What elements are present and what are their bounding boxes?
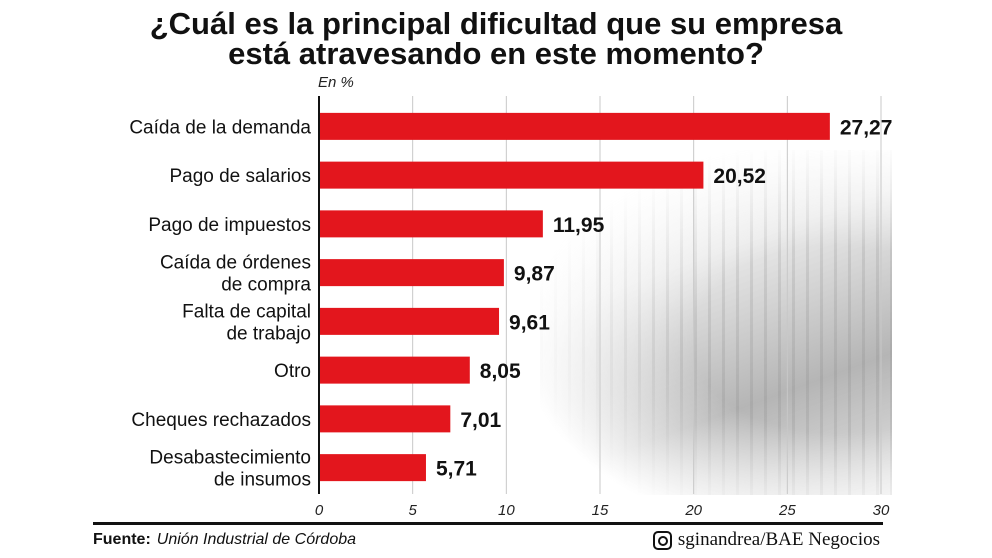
x-tick-label: 30 — [873, 502, 890, 519]
bar — [319, 210, 543, 238]
value-label: 8,05 — [480, 360, 521, 383]
bar — [319, 161, 704, 189]
chart-title-line-2: está atravesando en este momento? — [228, 36, 764, 71]
x-tick-label: 20 — [684, 502, 702, 519]
x-tick-label: 5 — [408, 502, 417, 519]
category-label: de trabajo — [226, 323, 311, 344]
category-label: Falta de capital — [182, 301, 311, 322]
category-label: Caída de la demanda — [129, 117, 311, 138]
value-label: 5,71 — [436, 458, 477, 481]
bar — [319, 259, 504, 287]
instagram-icon — [652, 530, 672, 550]
category-label: Cheques rechazados — [131, 410, 311, 431]
category-label: Pago de impuestos — [148, 215, 311, 236]
bar — [319, 112, 830, 140]
source-text: Unión Industrial de Córdoba — [156, 531, 357, 548]
background-street-photo — [540, 150, 892, 495]
x-tick-label: 10 — [498, 502, 515, 519]
category-label: de compra — [221, 275, 311, 296]
footer-divider — [93, 522, 883, 525]
bar — [319, 356, 470, 384]
value-label: 27,27 — [840, 116, 893, 139]
x-tick-label: 15 — [592, 502, 609, 519]
unit-label: En % — [318, 74, 354, 91]
category-label: Caída de órdenes — [160, 253, 311, 274]
value-label: 9,61 — [509, 311, 550, 334]
source-label: Fuente: — [93, 531, 151, 548]
x-tick-label: 0 — [315, 502, 324, 519]
x-tick-label: 25 — [778, 502, 796, 519]
category-label: de insumos — [214, 470, 311, 491]
credit-text: sginandrea/BAE Negocios — [677, 529, 880, 550]
source: Fuente: Unión Industrial de Córdoba — [93, 531, 356, 549]
category-label: Pago de salarios — [169, 166, 311, 187]
value-label: 11,95 — [553, 214, 605, 237]
category-label: Desabastecimiento — [149, 448, 311, 469]
chart-title-line-1: ¿Cuál es la principal dificultad que su … — [149, 6, 843, 41]
bar — [319, 454, 426, 482]
value-label: 9,87 — [514, 263, 555, 286]
category-label: Otro — [274, 361, 311, 382]
value-label: 7,01 — [460, 409, 501, 432]
bar — [319, 307, 500, 335]
bar — [319, 405, 451, 433]
value-label: 20,52 — [713, 165, 766, 188]
credit: sginandrea/BAE Negocios — [652, 529, 880, 551]
